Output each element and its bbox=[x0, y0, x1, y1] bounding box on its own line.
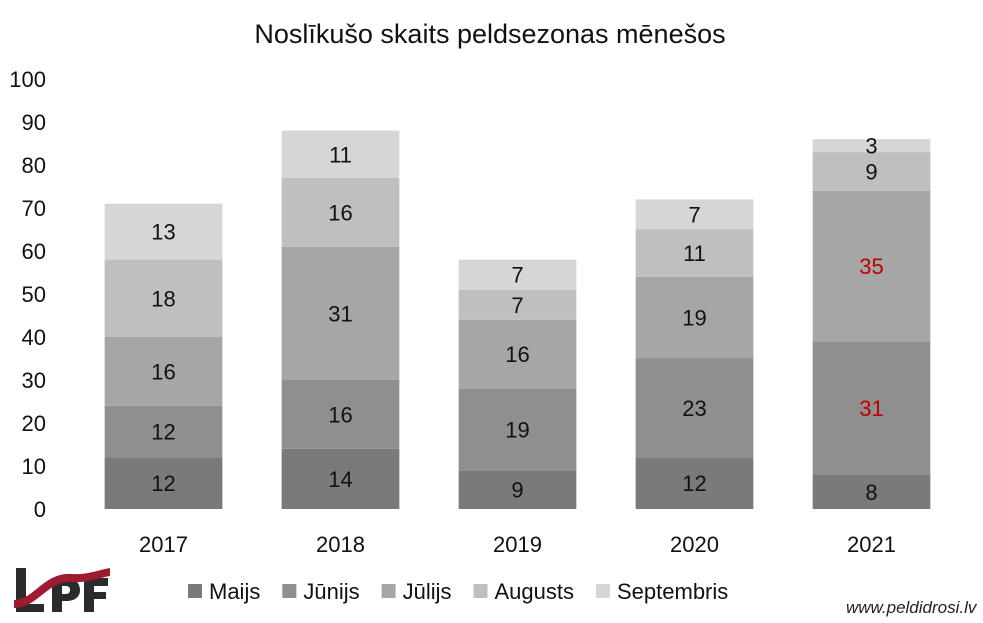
legend-label: Septembris bbox=[617, 579, 728, 604]
legend-swatch bbox=[596, 584, 610, 598]
data-label: 7 bbox=[511, 293, 523, 318]
bar-segment bbox=[458, 319, 577, 389]
bar-segment bbox=[281, 130, 400, 178]
data-label: 19 bbox=[505, 417, 529, 442]
y-tick-label: 30 bbox=[22, 368, 46, 393]
data-label: 31 bbox=[859, 396, 883, 421]
y-tick-label: 50 bbox=[22, 282, 46, 307]
data-label: 16 bbox=[151, 359, 175, 384]
legend-swatch bbox=[188, 584, 202, 598]
data-label: 23 bbox=[682, 396, 706, 421]
y-tick-label: 80 bbox=[22, 153, 46, 178]
data-label: 16 bbox=[505, 342, 529, 367]
bar-segment bbox=[458, 289, 577, 320]
bar-segment bbox=[635, 229, 754, 277]
y-tick-label: 0 bbox=[34, 497, 46, 522]
bar-segment bbox=[104, 203, 223, 260]
data-label: 11 bbox=[683, 241, 706, 266]
bar-segment bbox=[812, 152, 931, 191]
data-label: 12 bbox=[682, 471, 706, 496]
bar-segment bbox=[812, 341, 931, 475]
legend-label: Maijs bbox=[209, 579, 260, 604]
y-tick-label: 70 bbox=[22, 196, 46, 221]
bar-segment bbox=[458, 388, 577, 471]
data-label: 16 bbox=[328, 402, 352, 427]
legend-label: Jūnijs bbox=[303, 579, 359, 604]
x-tick-label: 2019 bbox=[493, 532, 542, 557]
x-tick-label: 2018 bbox=[316, 532, 365, 557]
lpf-logo bbox=[14, 568, 110, 612]
data-label: 9 bbox=[511, 478, 523, 503]
bar-segment bbox=[458, 470, 577, 509]
data-label: 9 bbox=[865, 159, 877, 184]
bar-segment bbox=[104, 405, 223, 458]
y-tick-label: 90 bbox=[22, 110, 46, 135]
data-label: 13 bbox=[151, 220, 175, 245]
bar-segment bbox=[281, 380, 400, 449]
data-label: 3 bbox=[865, 134, 877, 159]
bar-segment bbox=[812, 474, 931, 509]
data-label: 8 bbox=[865, 480, 877, 505]
bar-segment bbox=[104, 457, 223, 509]
legend-label: Augusts bbox=[495, 579, 575, 604]
y-tick-label: 40 bbox=[22, 325, 46, 350]
data-label: 12 bbox=[151, 471, 175, 496]
bar-segment bbox=[812, 139, 931, 153]
legend-label: Jūlijs bbox=[403, 579, 452, 604]
data-label: 7 bbox=[688, 202, 700, 227]
bar-segment bbox=[635, 199, 754, 230]
bar-segment bbox=[104, 337, 223, 406]
data-label: 7 bbox=[511, 263, 523, 288]
legend-swatch bbox=[381, 584, 396, 598]
bar-segment bbox=[281, 246, 400, 380]
data-label: 14 bbox=[328, 467, 352, 492]
bar-segment bbox=[812, 190, 931, 342]
y-tick-label: 10 bbox=[22, 454, 46, 479]
bar-segment bbox=[104, 259, 223, 337]
x-tick-label: 2020 bbox=[670, 532, 719, 557]
bar-segment bbox=[635, 276, 754, 359]
legend-swatch bbox=[473, 584, 488, 598]
y-tick-label: 100 bbox=[9, 67, 46, 92]
data-label: 35 bbox=[859, 254, 883, 279]
legend-swatch bbox=[282, 584, 297, 598]
data-label: 16 bbox=[328, 200, 352, 225]
bar-segment bbox=[635, 358, 754, 458]
website-url[interactable]: www.peldidrosi.lv bbox=[846, 598, 977, 617]
data-label: 31 bbox=[328, 301, 352, 326]
bar-segment bbox=[458, 259, 577, 290]
y-tick-label: 20 bbox=[22, 411, 46, 436]
data-label: 19 bbox=[682, 306, 706, 331]
bar-segment bbox=[635, 457, 754, 509]
data-label: 11 bbox=[329, 142, 352, 167]
y-tick-label: 60 bbox=[22, 239, 46, 264]
bar-segment bbox=[281, 177, 400, 247]
x-tick-label: 2017 bbox=[139, 532, 188, 557]
x-tick-label: 2021 bbox=[847, 532, 896, 557]
bar-segment bbox=[281, 448, 400, 509]
data-label: 18 bbox=[151, 286, 175, 311]
data-label: 12 bbox=[151, 420, 175, 445]
chart-title: Noslīkušo skaits peldsezonas mēnešos bbox=[254, 19, 725, 49]
